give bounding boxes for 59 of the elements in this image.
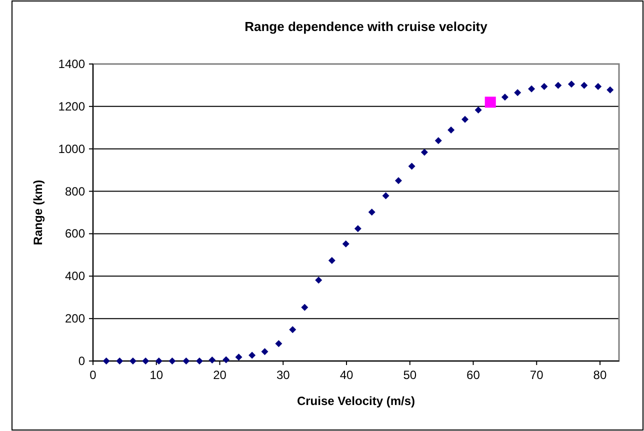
y-axis-title: Range (km) bbox=[31, 180, 45, 246]
point bbox=[275, 340, 282, 348]
point bbox=[501, 94, 508, 101]
x-tick-label: 70 bbox=[530, 368, 544, 382]
point bbox=[168, 358, 176, 364]
point bbox=[315, 276, 322, 284]
point bbox=[474, 106, 482, 114]
point bbox=[554, 82, 562, 89]
point bbox=[434, 137, 442, 144]
point bbox=[540, 82, 548, 90]
point bbox=[235, 354, 242, 361]
y-tick-label: 1000 bbox=[58, 142, 86, 156]
point bbox=[129, 358, 136, 364]
point bbox=[606, 86, 614, 94]
y-tick-label: 1400 bbox=[58, 57, 86, 71]
point bbox=[408, 162, 416, 170]
point bbox=[580, 82, 588, 89]
y-tick-label: 200 bbox=[64, 312, 86, 326]
point bbox=[354, 225, 362, 232]
point bbox=[248, 352, 256, 359]
x-tick-label: 30 bbox=[276, 368, 290, 382]
point bbox=[289, 326, 296, 334]
point bbox=[568, 80, 575, 88]
point bbox=[182, 358, 190, 364]
x-tick-label: 0 bbox=[90, 368, 97, 382]
point bbox=[102, 358, 110, 364]
point bbox=[514, 89, 522, 96]
point bbox=[342, 240, 350, 248]
y-tick-label: 0 bbox=[78, 354, 86, 368]
y-tick-label: 600 bbox=[64, 226, 86, 241]
x-tick-label: 40 bbox=[340, 368, 354, 382]
point bbox=[208, 356, 216, 364]
x-tick-label: 50 bbox=[403, 368, 417, 382]
point bbox=[328, 256, 336, 264]
point bbox=[462, 116, 468, 123]
point bbox=[594, 82, 602, 90]
x-tick-label: 10 bbox=[150, 368, 164, 382]
point bbox=[528, 85, 536, 92]
y-tick-label: 400 bbox=[64, 269, 86, 284]
point bbox=[222, 356, 230, 364]
point bbox=[420, 148, 428, 156]
point bbox=[301, 304, 308, 311]
point bbox=[382, 192, 390, 200]
y-tick-label: 800 bbox=[64, 184, 86, 198]
x-axis-title: Cruise Velocity (m/s) bbox=[296, 394, 416, 408]
point bbox=[448, 126, 455, 134]
x-tick-label: 60 bbox=[466, 368, 480, 382]
point bbox=[368, 208, 376, 216]
point bbox=[484, 96, 496, 108]
point bbox=[196, 358, 203, 364]
point bbox=[142, 358, 150, 364]
chart-title: Range dependence with cruise velocity bbox=[244, 19, 488, 34]
x-tick-label: 80 bbox=[593, 368, 607, 382]
point bbox=[394, 177, 402, 184]
x-tick-label: 20 bbox=[213, 368, 227, 382]
point bbox=[116, 358, 124, 364]
y-tick-label: 1200 bbox=[58, 99, 86, 114]
point bbox=[261, 348, 268, 356]
point bbox=[155, 358, 162, 364]
